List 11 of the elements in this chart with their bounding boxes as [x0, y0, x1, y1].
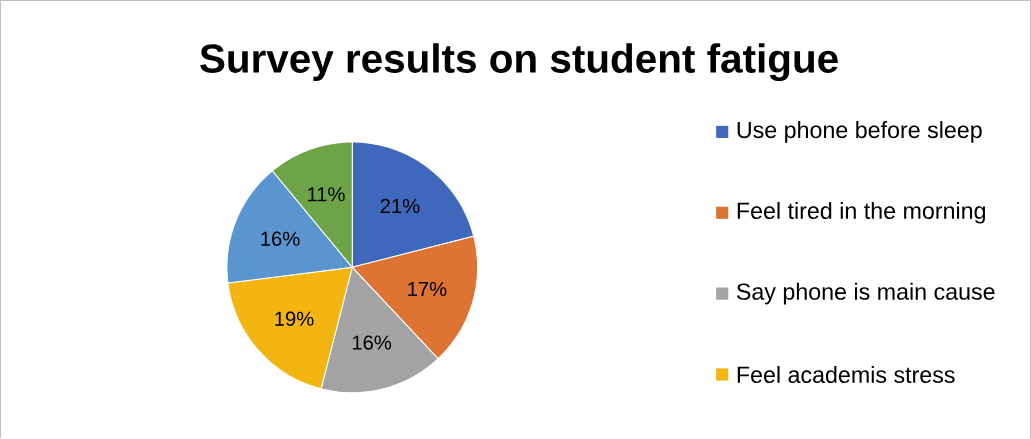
chart-title: Survey results on student fatigue: [200, 43, 838, 82]
data-label: 11%: [308, 187, 345, 202]
data-label: 21%: [380, 198, 420, 214]
data-label: 19%: [275, 311, 314, 327]
data-label: 16%: [352, 335, 392, 350]
data-label: 16%: [261, 231, 300, 247]
legend-label: Feel tired in the morning: [737, 202, 986, 224]
data-label: 17%: [408, 282, 447, 297]
legend-label: Use phone before sleep: [737, 121, 982, 143]
legend-label: Feel academis stress: [737, 366, 955, 384]
legend-label: Say phone is main cause: [736, 282, 995, 305]
